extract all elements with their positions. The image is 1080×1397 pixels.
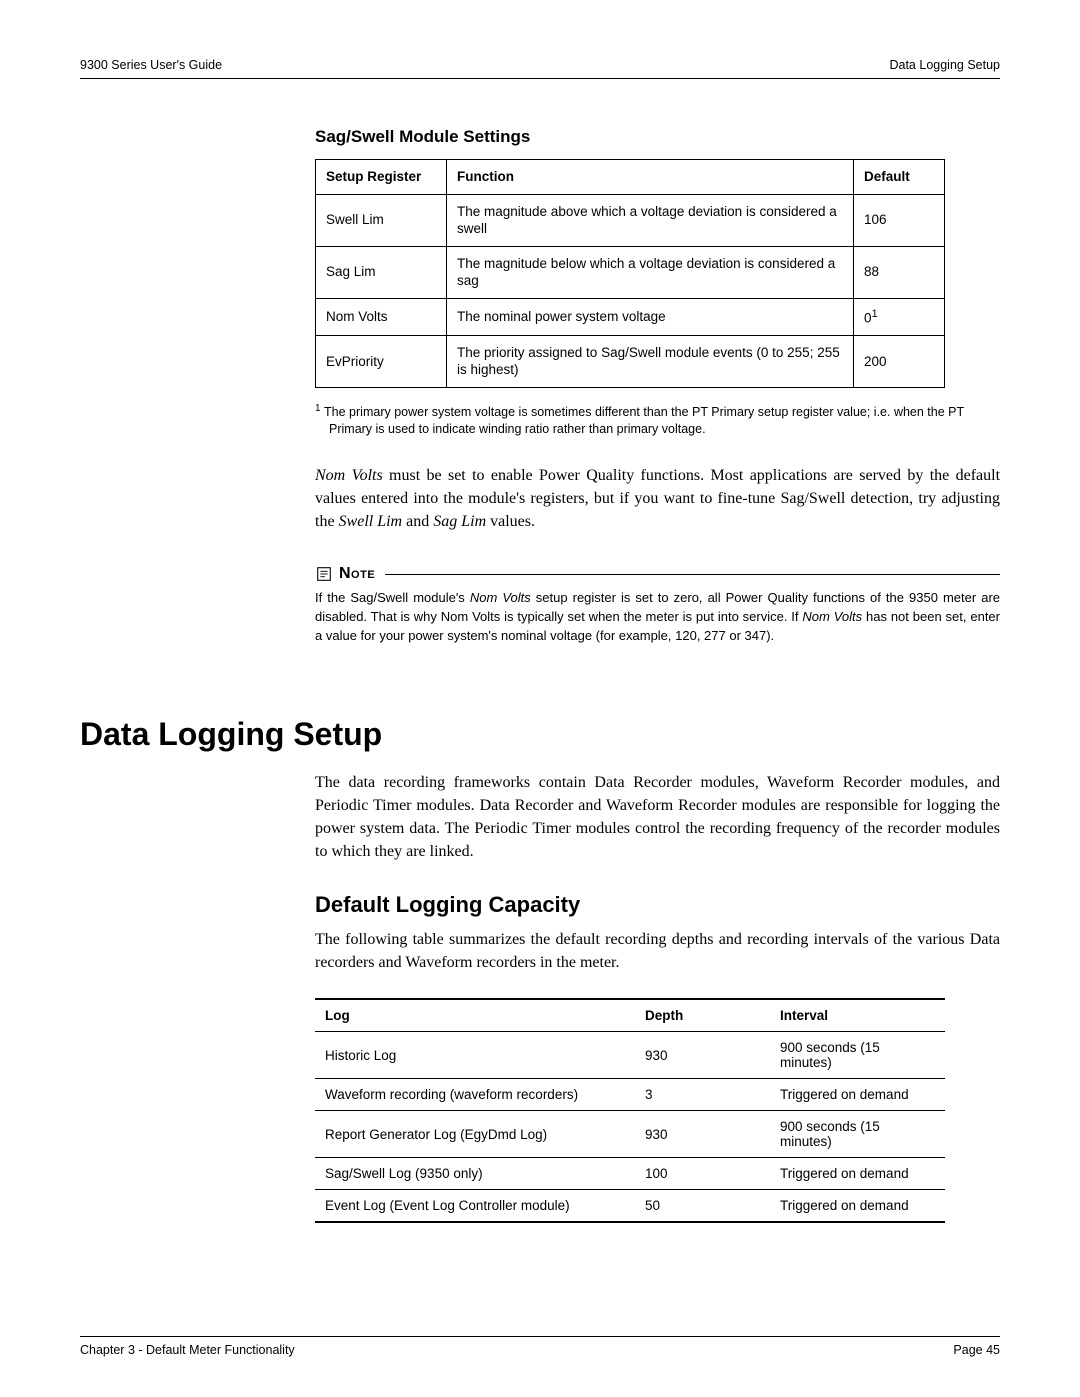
col-default: Default [854,160,945,195]
footnote-sup: 1 [315,403,321,414]
table-row: Event Log (Event Log Controller module) … [315,1190,945,1223]
cell-reg: Swell Lim [316,194,447,246]
table-row: Waveform recording (waveform recorders) … [315,1079,945,1111]
col-function: Function [447,160,854,195]
cell-log: Event Log (Event Log Controller module) [315,1190,635,1223]
cell-reg: Nom Volts [316,298,447,335]
cell-def: 88 [854,246,945,298]
table-header-row: Setup Register Function Default [316,160,945,195]
note-label: Note [339,565,375,583]
table-row: Historic Log 930 900 seconds (15 minutes… [315,1032,945,1079]
table-row: Nom Volts The nominal power system volta… [316,298,945,335]
cell-depth: 50 [635,1190,770,1223]
cell-interval: Triggered on demand [770,1190,945,1223]
footnote-text: The primary power system voltage is some… [324,405,964,436]
footer-left: Chapter 3 - Default Meter Functionality [80,1343,295,1357]
para-t2: and [402,513,433,530]
cell-interval: 900 seconds (15 minutes) [770,1032,945,1079]
data-logging-intro: The data recording frameworks contain Da… [315,771,1000,864]
default-capacity-heading: Default Logging Capacity [315,892,1000,918]
cell-def-sup: 1 [872,308,878,320]
para-t3: values. [486,513,535,530]
cell-def: 01 [854,298,945,335]
table-header-row: Log Depth Interval [315,999,945,1032]
cell-reg: Sag Lim [316,246,447,298]
table-footnote: 1 The primary power system voltage is so… [315,402,1000,438]
cell-depth: 100 [635,1158,770,1190]
table-row: Sag Lim The magnitude below which a volt… [316,246,945,298]
cell-log: Waveform recording (waveform recorders) [315,1079,635,1111]
em-swell-lim: Swell Lim [339,513,403,530]
footer-row: Chapter 3 - Default Meter Functionality … [80,1343,1000,1357]
col-log: Log [315,999,635,1032]
sag-swell-paragraph: Nom Volts must be set to enable Power Qu… [315,464,1000,534]
note-em2: Nom Volts [802,609,862,624]
cell-depth: 930 [635,1032,770,1079]
note-em1: Nom Volts [470,590,531,605]
footer-rule [80,1336,1000,1337]
data-logging-heading: Data Logging Setup [80,716,1000,753]
running-head: 9300 Series User's Guide Data Logging Se… [80,58,1000,72]
col-setup-register: Setup Register [316,160,447,195]
table-row: Report Generator Log (EgyDmd Log) 930 90… [315,1111,945,1158]
em-sag-lim: Sag Lim [433,513,486,530]
running-head-right: Data Logging Setup [889,58,1000,72]
em-nom-volts: Nom Volts [315,467,383,484]
running-head-left: 9300 Series User's Guide [80,58,222,72]
cell-interval: Triggered on demand [770,1079,945,1111]
cell-depth: 3 [635,1079,770,1111]
cell-func: The magnitude below which a voltage devi… [447,246,854,298]
page: 9300 Series User's Guide Data Logging Se… [0,0,1080,1397]
logging-capacity-table: Log Depth Interval Historic Log 930 900 … [315,998,945,1223]
cell-def-val: 0 [864,310,872,325]
col-interval: Interval [770,999,945,1032]
default-capacity-lead: The following table summarizes the defau… [315,928,1000,974]
table-row: Sag/Swell Log (9350 only) 100 Triggered … [315,1158,945,1190]
cell-interval: Triggered on demand [770,1158,945,1190]
data-logging-body: The data recording frameworks contain Da… [315,771,1000,1223]
sag-swell-table: Setup Register Function Default Swell Li… [315,159,945,388]
cell-func: The magnitude above which a voltage devi… [447,194,854,246]
sag-swell-heading: Sag/Swell Module Settings [315,127,1000,147]
col-depth: Depth [635,999,770,1032]
cell-func: The nominal power system voltage [447,298,854,335]
footer-right: Page 45 [953,1343,1000,1357]
note-text: If the Sag/Swell module's Nom Volts setu… [315,589,1000,646]
page-footer: Chapter 3 - Default Meter Functionality … [80,1336,1000,1357]
note-t1: If the Sag/Swell module's [315,590,470,605]
cell-reg: EvPriority [316,335,447,387]
cell-log: Historic Log [315,1032,635,1079]
head-rule [80,78,1000,79]
cell-func: The priority assigned to Sag/Swell modul… [447,335,854,387]
table-row: Swell Lim The magnitude above which a vo… [316,194,945,246]
cell-depth: 930 [635,1111,770,1158]
sag-swell-section: Sag/Swell Module Settings Setup Register… [315,127,1000,646]
table-row: EvPriority The priority assigned to Sag/… [316,335,945,387]
note-icon [315,565,333,583]
note-rule [385,574,1000,575]
cell-log: Report Generator Log (EgyDmd Log) [315,1111,635,1158]
note-header: Note [315,565,1000,583]
cell-log: Sag/Swell Log (9350 only) [315,1158,635,1190]
cell-def: 200 [854,335,945,387]
cell-interval: 900 seconds (15 minutes) [770,1111,945,1158]
cell-def: 106 [854,194,945,246]
